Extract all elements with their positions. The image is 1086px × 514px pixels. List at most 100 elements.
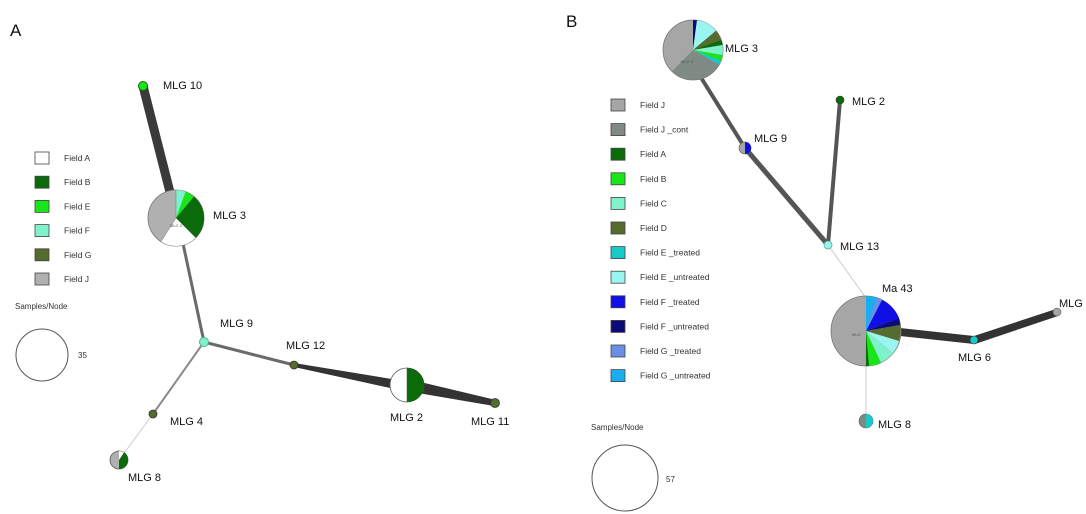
pie-a-mlg3-inner-label: MLG 3 [170,223,183,228]
label-a-mlg10: MLG 10 [163,80,202,92]
edge-b-mlg6-edge [974,309,1058,344]
panel_a-legend-swatch-5 [34,272,50,286]
node-b-mlg2 [835,95,845,105]
node-a-mlg2-pie [389,367,425,403]
node-b-ma43-pie: MLG [830,295,902,367]
label-a-mlg2: MLG 2 [390,412,423,424]
panel-b-label: B [566,12,577,31]
size-legend-b-title: Samples/Node [591,423,644,432]
panel_b-legend-swatch-9 [610,319,626,333]
edge-mlg9-mlg12 [203,340,295,367]
panel_a-legend-label-2: Field E [64,201,91,211]
node-a-mlg11 [490,398,500,408]
edge-b-mlg9-mlg13 [743,146,830,247]
panel_b-legend-swatch-2 [610,147,626,161]
label-a-mlg4: MLG 4 [170,416,203,428]
size-legend-a-value: 35 [78,351,87,360]
node-a-mlg8-pie [109,450,129,470]
node-b-mlg-edge [1052,307,1062,317]
edge-b-ma43-mlg6 [900,328,974,344]
panel_b-legend-label-2: Field A [640,149,666,159]
node-b-mlg8-pie [858,413,874,429]
panel_b-legend-swatch-1 [610,123,626,136]
size-legend-a-circle [15,328,69,382]
panel_a-legend-swatch-0 [34,151,50,165]
panel-a-label: A [10,21,22,40]
panel_b-legend-label-11: Field G _untreated [640,371,711,381]
pie-a-mlg3-field-e [176,191,194,218]
size-legend-a-title: Samples/Node [15,302,68,311]
edge-mlg9-mlg4 [152,341,205,415]
panel_b-legend-label-7: Field E _untreated [640,272,710,282]
panel_b-legend-label-0: Field J [640,100,665,110]
label-b-mlg8: MLG 8 [878,419,911,431]
node-b-mlg3-pie: MLG 3 [662,19,724,81]
panel-b-nodes: MLG 3 MLG [662,19,1062,429]
edge-b-mlg3-mlg9 [698,74,747,150]
node-a-mlg4 [148,409,158,419]
panel_b-legend-swatch-3 [610,172,626,186]
panel_b-legend-swatch-7 [610,270,626,284]
pie-b-mlg3-inner-label: MLG 3 [681,59,694,64]
label-b-mlg-edge: MLG [1059,298,1083,310]
panel_b-legend-swatch-5 [610,221,626,235]
panel-a-edges [118,84,496,461]
panel_b-legend-swatch-0 [610,98,626,112]
label-b-mlg6: MLG 6 [958,352,991,364]
node-a-mlg9 [199,337,209,347]
panel-a-legend: Field A Field B Field E Field F Field G Field… [34,151,91,286]
edge-b-mlg13-ma43 [827,244,867,299]
panel-a-size-legend: Samples/Node 35 [15,302,87,382]
node-a-mlg3-pie: MLG 3 [147,189,205,247]
pie-a-mlg3-field-b [176,196,205,238]
panel_b-legend-label-8: Field F _treated [640,297,700,307]
panel_b-legend-swatch-6 [610,246,626,260]
panel_a-legend-label-1: Field B [64,177,91,187]
panel_b-legend-label-4: Field C [640,198,667,208]
label-b-mlg13: MLG 13 [840,241,879,253]
panel_b-legend-label-6: Field E _treated [640,248,700,258]
label-a-mlg11: MLG 11 [471,416,509,428]
edge-mlg2-mlg11 [412,380,496,406]
label-a-mlg3: MLG 3 [213,210,246,222]
panel-b-legend: Field J Field J _cont Field A Field B Field … [610,98,711,383]
panel_b-legend-swatch-8 [610,295,626,309]
panel_b-legend-label-10: Field G _treated [640,346,701,356]
label-b-mlg3: MLG 3 [725,43,758,55]
label-a-mlg12: MLG 12 [286,340,325,352]
label-b-ma43: Ma 43 [882,283,913,295]
label-a-mlg9: MLG 9 [220,318,253,330]
size-legend-b-value: 57 [666,475,675,484]
pie-a-mlg3-field-f [176,190,186,218]
edge-mlg4-mlg8 [118,413,154,461]
label-a-mlg8: MLG 8 [128,472,161,484]
panel_a-legend-swatch-1 [34,175,50,189]
panel_a-legend-label-4: Field G [64,250,91,260]
size-legend-b-circle [591,444,659,512]
panel_b-legend-swatch-10 [610,344,626,358]
panel_b-legend-label-3: Field B [640,174,667,184]
label-b-mlg9: MLG 9 [754,133,787,145]
panel_a-legend-label-3: Field F [64,226,90,236]
edge-mlg10-mlg3 [138,84,177,202]
panel_b-legend-swatch-4 [610,196,626,210]
panel-b-edges [698,74,1058,421]
panel_a-legend-swatch-2 [34,199,50,213]
node-a-mlg10 [138,81,148,91]
label-b-mlg2: MLG 2 [852,96,885,108]
panel_a-legend-label-0: Field A [64,153,90,163]
panel-a-nodes: MLG 3 [109,81,500,470]
panel_b-legend-label-9: Field F _untreated [640,321,709,331]
node-b-mlg13 [823,240,833,250]
panel-b-size-legend: Samples/Node 57 [591,423,675,512]
edge-b-mlg2-mlg13 [826,99,842,246]
panel_b-legend-label-5: Field D [640,223,667,233]
edge-mlg12-mlg2 [294,363,404,391]
pie-a-mlg3-field-a [161,218,196,246]
panel_a-legend-swatch-4 [34,248,50,262]
panel_a-legend-label-5: Field J [64,274,89,284]
node-b-mlg6 [969,335,979,345]
node-b-mlg9-pie [738,141,752,155]
node-a-mlg12 [289,360,299,370]
